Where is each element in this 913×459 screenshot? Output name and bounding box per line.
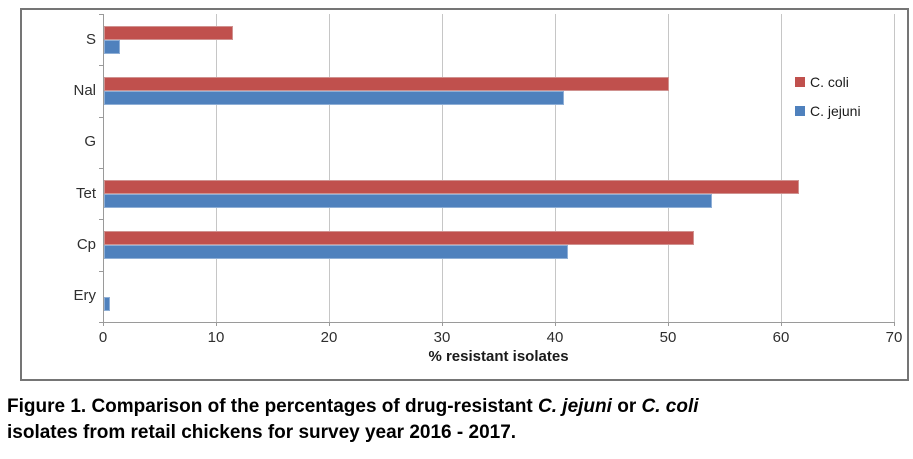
legend-item-c-jejuni: C. jejuni <box>795 103 861 119</box>
figure-caption: Figure 1. Comparison of the percentages … <box>7 394 909 446</box>
caption-text: Figure 1. Comparison of the percentages … <box>7 396 539 417</box>
bar-c-jejuni-ery <box>104 296 110 311</box>
category-label-s: S <box>85 30 96 48</box>
legend-swatch-icon <box>795 77 805 87</box>
y-tick-2 <box>99 116 103 118</box>
bar-c-coli-nal <box>104 77 669 92</box>
caption-text: or <box>611 396 642 417</box>
bar-c-coli-s <box>104 26 233 40</box>
x-tick-label-10: 10 <box>207 329 225 346</box>
x-tick-40 <box>555 322 556 326</box>
bar-c-jejuni-tet <box>104 194 712 208</box>
x-tick-label-50: 50 <box>659 329 677 346</box>
y-tick-1 <box>99 65 103 67</box>
gridline-x-20 <box>329 14 330 322</box>
gridline-x-50 <box>668 14 669 322</box>
gridline-x-30 <box>442 14 443 322</box>
x-tick-30 <box>442 322 443 326</box>
bar-c-jejuni-s <box>104 40 120 54</box>
chart-legend: C. coli C. jejuni <box>795 74 861 119</box>
category-label-g: G <box>84 133 96 151</box>
x-tick-50 <box>668 322 669 326</box>
legend-item-c-coli: C. coli <box>795 74 861 90</box>
y-tick-3 <box>99 168 103 169</box>
caption-species-italic: C. coli <box>641 396 699 417</box>
x-tick-10 <box>216 322 217 326</box>
caption-text: isolates from retail chickens for survey… <box>7 422 517 443</box>
category-label-cp: Cp <box>76 236 96 253</box>
x-tick-0 <box>103 322 104 326</box>
x-tick-label-20: 20 <box>320 329 338 346</box>
x-tick-label-0: 0 <box>98 329 108 346</box>
y-axis-line <box>103 14 104 323</box>
x-tick-20 <box>329 322 330 326</box>
gridline-x-60 <box>781 14 782 322</box>
bar-c-coli-cp <box>104 231 694 246</box>
x-tick-label-60: 60 <box>772 329 790 346</box>
bar-c-jejuni-cp <box>104 245 569 260</box>
x-axis-line <box>103 322 894 323</box>
x-tick-label-40: 40 <box>546 329 564 346</box>
category-label-tet: Tet <box>75 184 96 202</box>
y-tick-6 <box>99 322 103 323</box>
y-tick-4 <box>99 219 103 221</box>
x-tick-label-30: 30 <box>433 329 451 346</box>
x-tick-60 <box>781 322 782 326</box>
y-tick-0 <box>99 14 103 15</box>
legend-swatch-icon <box>795 106 805 116</box>
category-label-ery: Ery <box>73 287 97 305</box>
caption-line: isolates from retail chickens for survey… <box>7 420 909 446</box>
y-tick-5 <box>99 270 103 272</box>
bar-c-jejuni-nal <box>104 91 564 106</box>
category-label-nal: Nal <box>73 82 96 99</box>
bar-c-coli-tet <box>104 180 799 194</box>
caption-line: Figure 1. Comparison of the percentages … <box>7 394 909 420</box>
x-tick-label-70: 70 <box>885 329 903 346</box>
x-axis-title: % resistant isolates <box>428 348 569 365</box>
legend-label: C. coli <box>810 74 849 90</box>
gridline-x-40 <box>555 14 556 322</box>
legend-label: C. jejuni <box>810 103 861 119</box>
caption-species-italic: C. jejuni <box>538 396 612 417</box>
x-tick-70 <box>894 322 895 326</box>
gridline-x-70 <box>894 14 895 322</box>
gridline-x-10 <box>216 14 217 322</box>
